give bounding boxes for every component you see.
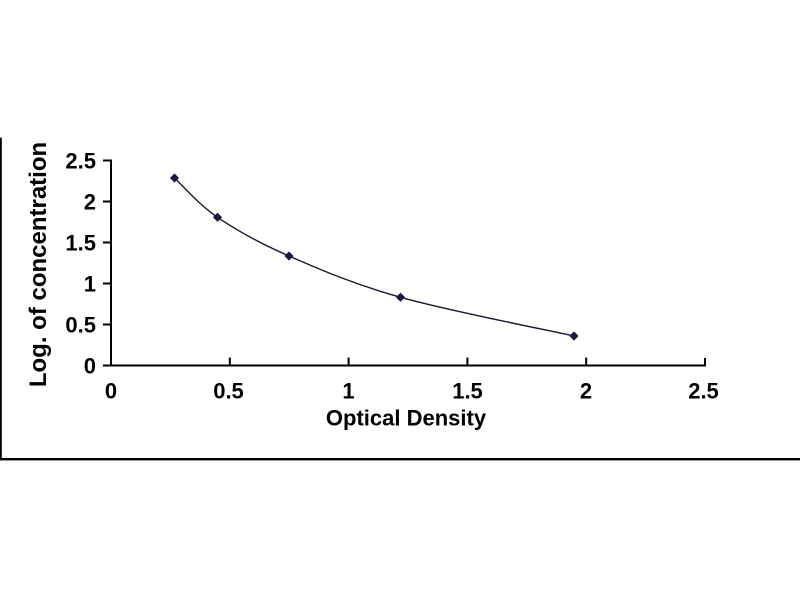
svg-text:2: 2: [84, 190, 96, 215]
svg-text:1.5: 1.5: [65, 231, 96, 256]
svg-text:2: 2: [580, 379, 592, 404]
svg-text:2.5: 2.5: [65, 149, 96, 174]
svg-text:2.5: 2.5: [688, 379, 719, 404]
svg-text:0.5: 0.5: [65, 313, 96, 338]
svg-text:1: 1: [84, 272, 96, 297]
svg-text:0: 0: [105, 379, 117, 404]
svg-text:Optical Density: Optical Density: [326, 406, 487, 431]
svg-text:0: 0: [84, 354, 96, 379]
svg-text:1: 1: [342, 379, 354, 404]
svg-text:1.5: 1.5: [452, 379, 483, 404]
svg-text:Log. of concentration: Log. of concentration: [25, 142, 52, 387]
svg-text:0.5: 0.5: [213, 379, 244, 404]
